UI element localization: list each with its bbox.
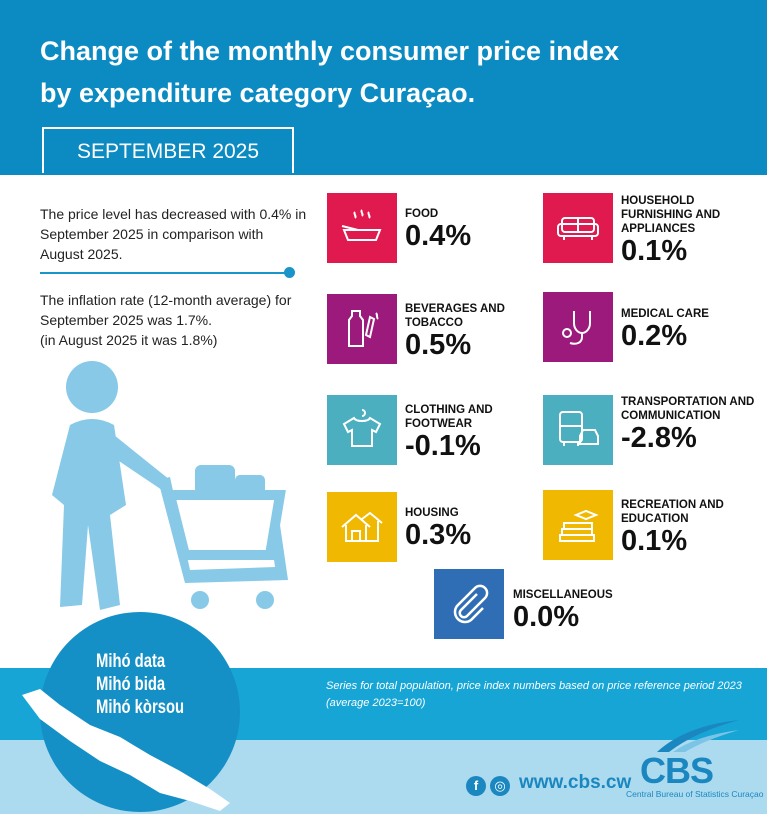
divider-dot [284,267,295,278]
title-line: by expenditure category Curaçao. [40,78,476,108]
divider [40,272,288,274]
slogan-line: Mihó data [96,651,166,672]
category-value: 0.1% [621,235,688,267]
category-label: FOOD [405,208,439,220]
category-value: -2.8% [621,422,697,454]
houses-icon [327,492,397,562]
category-value: 0.4% [405,220,472,252]
slogan-line: Mihó kòrsou [96,697,185,718]
category-label: MEDICAL CARE [621,308,709,320]
slogan: Mihó data Mihó bida Mihó kòrsou [96,650,184,719]
slogan-line: Mihó bida [96,674,166,695]
inflation-text: The inflation rate (12-month average) fo… [40,290,310,350]
bottle-cigarette-icon [327,294,397,364]
note-line: Series for total population, price index… [326,680,742,692]
sofa-icon [543,193,613,263]
category-beverages: BEVERAGES AND TOBACCO 0.5% [405,302,545,360]
inflation-rate: The inflation rate (12-month average) fo… [40,292,292,328]
category-label: CLOTHING AND FOOTWEAR [405,404,493,430]
category-medical: MEDICAL CARE 0.2% [621,307,761,351]
website-link[interactable]: www.cbs.cw [519,772,632,793]
cbs-logo: CBS [640,750,714,791]
shirt-icon [327,395,397,465]
category-value: 0.3% [405,519,472,551]
category-value: 0.0% [513,601,580,633]
curacao-island-shape [22,689,230,811]
category-food: FOOD 0.4% [405,207,545,251]
category-value: -0.1% [405,430,481,462]
price-level-text: The price level has decreased with 0.4% … [40,206,307,262]
category-value: 0.2% [621,320,688,352]
cbs-logo-swoosh [657,720,739,752]
cbs-subtitle: Central Bureau of Statistics Curaçao [626,789,764,799]
category-label: BEVERAGES AND TOBACCO [405,303,505,329]
category-value: 0.1% [621,525,688,557]
category-label: TRANSPORTATION AND COMMUNICATION [621,396,755,422]
page-title: Change of the monthly consumer price ind… [40,30,740,114]
category-label: MISCELLANEOUS [513,589,613,601]
category-label: RECREATION AND EDUCATION [621,499,724,525]
paperclip-icon [434,569,504,639]
category-label: HOUSEHOLD FURNISHING AND APPLIANCES [621,195,721,235]
bus-car-icon [543,395,613,465]
category-household: HOUSEHOLD FURNISHING AND APPLIANCES 0.1% [621,194,761,266]
category-value: 0.5% [405,329,472,361]
period-label: SEPTEMBER 2025 [42,127,294,173]
inflation-previous: (in August 2025 it was 1.8%) [40,332,218,348]
category-transportation: TRANSPORTATION AND COMMUNICATION -2.8% [621,395,761,453]
stethoscope-icon [543,292,613,362]
note-line: (average 2023=100) [326,697,426,709]
category-housing: HOUSING 0.3% [405,506,545,550]
shopper-cart-illustration [52,361,288,610]
food-bowl-icon [327,193,397,263]
instagram-icon[interactable]: ◎ [490,776,510,796]
methodology-note: Series for total population, price index… [326,678,756,712]
category-label: HOUSING [405,507,459,519]
books-icon [543,490,613,560]
title-line: Change of the monthly consumer price ind… [40,36,620,66]
category-clothing: CLOTHING AND FOOTWEAR -0.1% [405,403,545,461]
category-miscellaneous: MISCELLANEOUS 0.0% [513,588,653,632]
category-recreation: RECREATION AND EDUCATION 0.1% [621,498,761,556]
facebook-icon[interactable]: f [466,776,486,796]
